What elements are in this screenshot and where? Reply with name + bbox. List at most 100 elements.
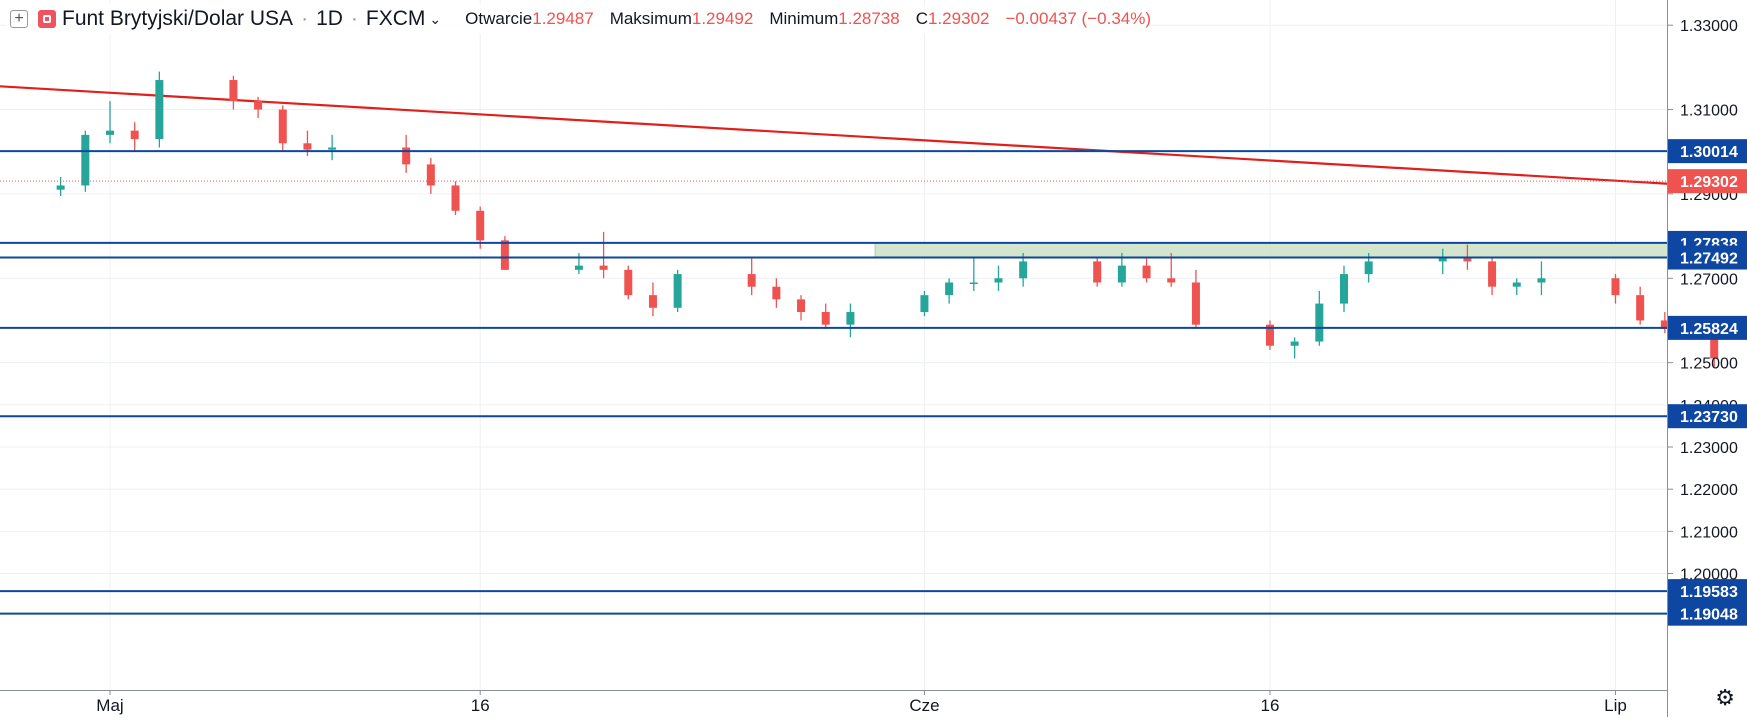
candle-body: [56, 185, 65, 190]
price-tick-label: 1.27000: [1680, 271, 1738, 288]
level-label: 1.23730: [1680, 409, 1738, 426]
candle-body: [1438, 257, 1447, 262]
horizontal-levels: [0, 150, 1667, 615]
candle-body: [599, 265, 608, 270]
candle-body: [451, 185, 460, 211]
candle-body: [500, 240, 509, 270]
candle-body: [1191, 282, 1200, 325]
grid-lines: [0, 0, 1667, 690]
level-label: 1.19048: [1680, 607, 1738, 624]
high-value: 1.29492: [691, 9, 754, 28]
candle-body: [81, 134, 90, 186]
level-label-bg: [1668, 579, 1747, 604]
candle-body: [1488, 261, 1497, 287]
candle-body: [1660, 320, 1669, 329]
change-value: −0.00437 (−0.34%): [1005, 9, 1152, 28]
interval[interactable]: 1D: [316, 7, 343, 30]
candle-body: [648, 295, 657, 308]
candle-body: [945, 282, 954, 296]
price-tick-label: 1.33000: [1680, 18, 1738, 35]
low-label: Minimum: [769, 9, 839, 28]
low-value: 1.28738: [838, 9, 900, 28]
time-tick-label: 16: [1260, 696, 1279, 715]
price-level-labels: 1.300141.278381.274921.258241.237301.195…: [1668, 139, 1747, 626]
level-label-bg: [1668, 315, 1747, 340]
candle-body: [846, 312, 855, 325]
close-value: 1.29302: [928, 9, 990, 28]
candle-body: [1340, 274, 1348, 304]
candle-body: [821, 312, 830, 325]
candle-body: [624, 269, 633, 296]
candle-body: [797, 299, 806, 313]
time-axis[interactable]: Maj16Cze16Lip16Sie16Wrz16Paź16Lis: [0, 690, 1747, 715]
candle-body: [1167, 278, 1176, 283]
candle-body: [673, 274, 682, 308]
gear-icon[interactable]: ⚙: [1715, 685, 1735, 710]
time-tick-label: 16: [471, 696, 490, 715]
open-value: 1.29487: [532, 9, 594, 28]
candle-body: [426, 164, 435, 186]
price-tick-label: 1.25000: [1680, 356, 1738, 373]
open-label: Otwarcie: [465, 9, 533, 28]
level-label: 1.19583: [1680, 584, 1738, 601]
candle-body: [155, 80, 164, 140]
candle-body: [747, 274, 756, 287]
consolidation-zone: [874, 242, 1747, 259]
current-price-label-bg: [1668, 169, 1747, 194]
candle-body: [106, 130, 114, 135]
level-label-bg: [1668, 139, 1747, 164]
symbol-name[interactable]: Funt Brytyjski/Dolar USA: [62, 7, 294, 30]
candle-body: [1093, 261, 1102, 283]
level-label-bg: [1668, 601, 1747, 626]
price-tick-label: 1.31000: [1680, 103, 1738, 120]
candle-body: [402, 147, 411, 165]
plus-square-icon[interactable]: +: [10, 10, 28, 28]
trendline: [0, 85, 1747, 190]
candle-body: [574, 265, 583, 270]
candle-body: [1512, 282, 1521, 287]
candle-body: [994, 278, 1003, 283]
candle-body: [1019, 261, 1028, 279]
time-tick-label: Lip: [1604, 696, 1627, 715]
candle-body: [1142, 265, 1151, 279]
current-price-label: 1.29302: [1680, 174, 1738, 191]
candle-body: [1710, 324, 1719, 359]
candle-body: [1265, 324, 1274, 346]
level-label: 1.27492: [1680, 251, 1738, 268]
candle-body: [1290, 341, 1299, 346]
candle-body: [1611, 278, 1620, 296]
symbol-badge-icon: [38, 10, 56, 28]
candle-body: [1636, 295, 1645, 321]
candle-body: [1463, 257, 1472, 262]
candle-body: [229, 80, 238, 102]
price-tick-label: 1.22000: [1680, 482, 1738, 499]
candle-body: [303, 143, 312, 150]
level-label-bg: [1668, 404, 1747, 429]
price-tick-label: 1.23000: [1680, 440, 1738, 457]
level-label-bg: [1668, 245, 1747, 270]
candle-body: [130, 130, 139, 140]
candle-body: [1364, 261, 1373, 275]
close-label: C: [915, 9, 928, 28]
time-tick-label: Maj: [96, 696, 123, 715]
exchange[interactable]: FXCM: [365, 7, 426, 30]
level-label: 1.30014: [1680, 144, 1738, 161]
symbol-legend: + Funt Brytyjski/Dolar USA · 1D · FXCM ⌄…: [6, 4, 1152, 34]
price-tick-label: 1.21000: [1680, 524, 1738, 541]
candle-body: [1315, 303, 1324, 342]
separator-dot: ·: [301, 7, 309, 30]
time-tick-label: Cze: [909, 696, 939, 715]
candle-body: [476, 210, 485, 241]
chevron-down-icon[interactable]: ⌄: [429, 10, 442, 27]
candle-body: [1117, 265, 1126, 283]
candle-body: [969, 282, 978, 284]
level-label: 1.25824: [1680, 321, 1738, 338]
candle-body: [1537, 278, 1546, 283]
candle-body: [772, 286, 781, 300]
candle-body: [254, 101, 263, 110]
candle-body: [920, 295, 929, 313]
zone-rect: [874, 242, 1747, 259]
